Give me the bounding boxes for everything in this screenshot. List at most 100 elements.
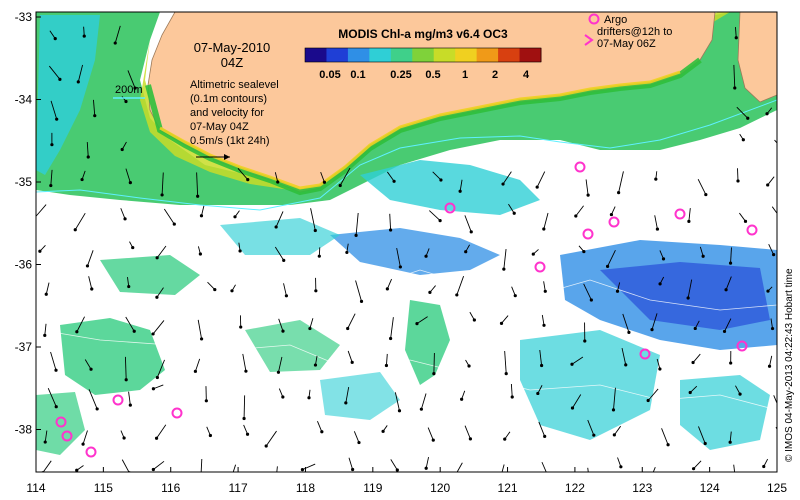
velocity-arrow [86,142,89,158]
velocity-arrow-head [464,250,468,254]
velocity-arrow [389,213,392,231]
velocity-arrow-head [123,217,127,221]
velocity-arrow [618,171,624,193]
velocity-arrow-head [75,468,79,472]
velocity-arrow [416,316,428,325]
velocity-arrow-head [503,437,507,441]
velocity-arrow [541,461,547,472]
velocity-arrow-head [389,336,393,341]
velocity-arrow-head [124,99,128,104]
velocity-arrow-head [75,330,79,334]
velocity-arrow [464,425,471,440]
velocity-arrow [156,245,167,259]
velocity-arrow-head [313,363,318,367]
velocity-arrow-head [724,288,728,292]
velocity-arrow [687,279,693,299]
velocity-arrow [121,459,130,472]
y-tick-label: -35 [15,175,33,189]
velocity-arrow-head [204,399,208,403]
velocity-arrow [768,244,775,255]
argo-float-marker [674,208,686,220]
velocity-arrow [502,171,512,185]
velocity-arrow [585,179,589,196]
velocity-arrow [310,208,316,231]
velocity-arrow-head [502,267,506,271]
velocity-arrow-head [766,183,770,187]
velocity-arrow [320,171,325,183]
velocity-arrow [237,168,249,180]
velocity-arrow-head [155,375,159,380]
velocity-arrow [736,106,749,119]
velocity-arrow [651,313,658,330]
velocity-arrow [774,139,777,144]
velocity-arrow [647,388,659,401]
velocity-arrow-head [276,370,281,374]
colorbar-segment [433,48,456,62]
velocity-arrow-head [281,329,285,333]
coastline-chl-strip [145,57,702,196]
velocity-arrow [501,464,505,472]
velocity-arrow-head [512,211,516,215]
argo-drifter-markers [55,161,758,458]
velocity-arrow-head [132,329,136,333]
velocity-arrow-head [89,367,93,371]
velocity-arrow [693,460,702,469]
velocity-arrow [725,276,732,290]
velocity-arrow-head [617,190,621,195]
velocity-arrow-head [53,37,57,41]
velocity-arrow-head [284,294,289,298]
velocity-arrow-head [80,177,84,182]
velocity-arrow [390,459,398,471]
velocity-arrow [153,384,164,390]
velocity-arrow-head [354,233,358,237]
colorbar-tick-label: 0.5 [425,69,440,81]
velocity-arrow [278,318,284,332]
velocity-arrow-head [547,475,550,478]
velocity-arrow-head [276,180,280,184]
velocity-arrow-head [93,114,97,118]
velocity-arrow [385,353,388,366]
velocity-arrow [425,456,430,469]
velocity-arrow-head [540,363,544,368]
velocity-arrow-head [734,36,738,40]
colorbar-gradient [304,47,542,63]
green-midocean-patch [405,300,450,385]
velocity-arrow [275,211,284,228]
argo-float-marker [55,416,67,428]
velocity-arrow [309,318,314,329]
x-tick-label: 121 [498,481,518,495]
drifter-legend-icon [584,34,594,46]
velocity-arrow [44,323,47,336]
velocity-arrow [456,275,465,296]
velocity-arrow-head [346,326,350,331]
velocity-arrow-head [781,219,784,222]
x-tick-label: 117 [229,481,248,495]
y-tick-label: -38 [15,423,33,437]
colorbar-tick-label: 0.25 [390,69,411,81]
velocity-arrow-head [395,468,399,472]
velocity-arrow [771,206,777,215]
velocity-arrow-head [627,330,631,334]
velocity-arrow-head [424,254,428,258]
velocity-arrow [278,356,283,373]
velocity-arrow [243,424,248,435]
velocity-arrow [355,280,362,302]
velocity-arrow [242,353,247,372]
velocity-arrow [536,171,546,188]
velocity-arrow [50,169,53,186]
velocity-arrow [50,351,57,371]
velocity-arrow-head [199,337,204,341]
velocity-arrow-head [120,147,124,152]
velocity-arrow-head [472,318,476,322]
velocity-arrow-head [543,434,547,439]
velocity-arrow [386,171,395,182]
offshore-cyan-patch [360,160,540,215]
velocity-arrow-head [385,287,389,291]
y-tick-label: -36 [15,258,33,272]
velocity-arrow [50,100,58,120]
velocity-arrow [47,388,57,407]
green-southwest-patch [36,392,85,455]
x-tick-label: 119 [363,481,382,495]
x-axis: 114 115 116 117 118 119 120 121 122 123 124 125 [26,467,787,495]
info-line: (0.1m contours) [190,93,267,105]
